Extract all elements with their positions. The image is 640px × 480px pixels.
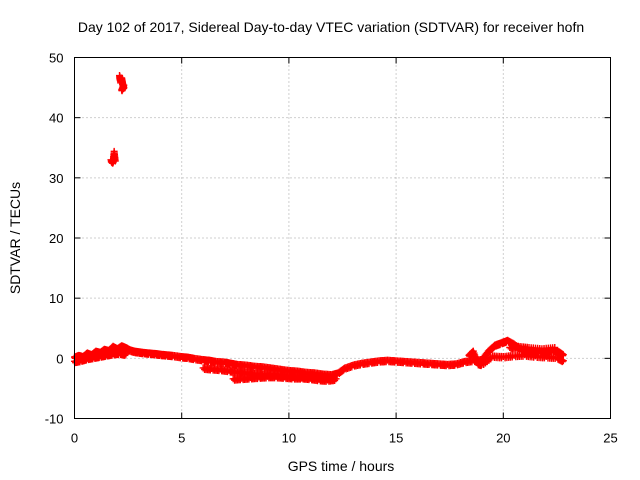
data-point (332, 375, 340, 383)
y-tick-label: 40 (49, 111, 63, 126)
x-tick-label: 20 (496, 431, 510, 446)
x-tick-labels: 0 5 10 15 20 25 (71, 431, 618, 446)
data-point (121, 351, 129, 359)
data-point (117, 79, 125, 87)
data-point (559, 357, 567, 365)
data-point (111, 157, 119, 165)
x-tick-label: 0 (71, 431, 78, 446)
plot-frame (74, 57, 611, 419)
y-tick-label: 0 (56, 351, 63, 366)
y-tick-label: 50 (49, 51, 63, 66)
grid-lines (74, 57, 611, 419)
data-point (558, 358, 566, 366)
y-tick-label: -10 (45, 412, 64, 427)
data-point (559, 351, 567, 359)
data-point (551, 344, 559, 352)
y-axis-label: SDTVAR / TECUs (7, 182, 23, 294)
x-tick-label: 10 (282, 431, 296, 446)
x-axis-label: GPS time / hours (288, 458, 395, 474)
y-tick-label: 10 (49, 291, 63, 306)
y-tick-label: 20 (49, 231, 63, 246)
x-tick-label: 15 (389, 431, 403, 446)
chart-title: Day 102 of 2017, Sidereal Day-to-day VTE… (78, 19, 584, 35)
x-tick-label: 25 (603, 431, 617, 446)
y-tick-label: 30 (49, 171, 63, 186)
x-tick-label: 5 (178, 431, 185, 446)
data-point (122, 350, 130, 358)
data-points (71, 72, 567, 385)
y-tick-labels: -10 0 10 20 30 40 50 (45, 51, 64, 427)
